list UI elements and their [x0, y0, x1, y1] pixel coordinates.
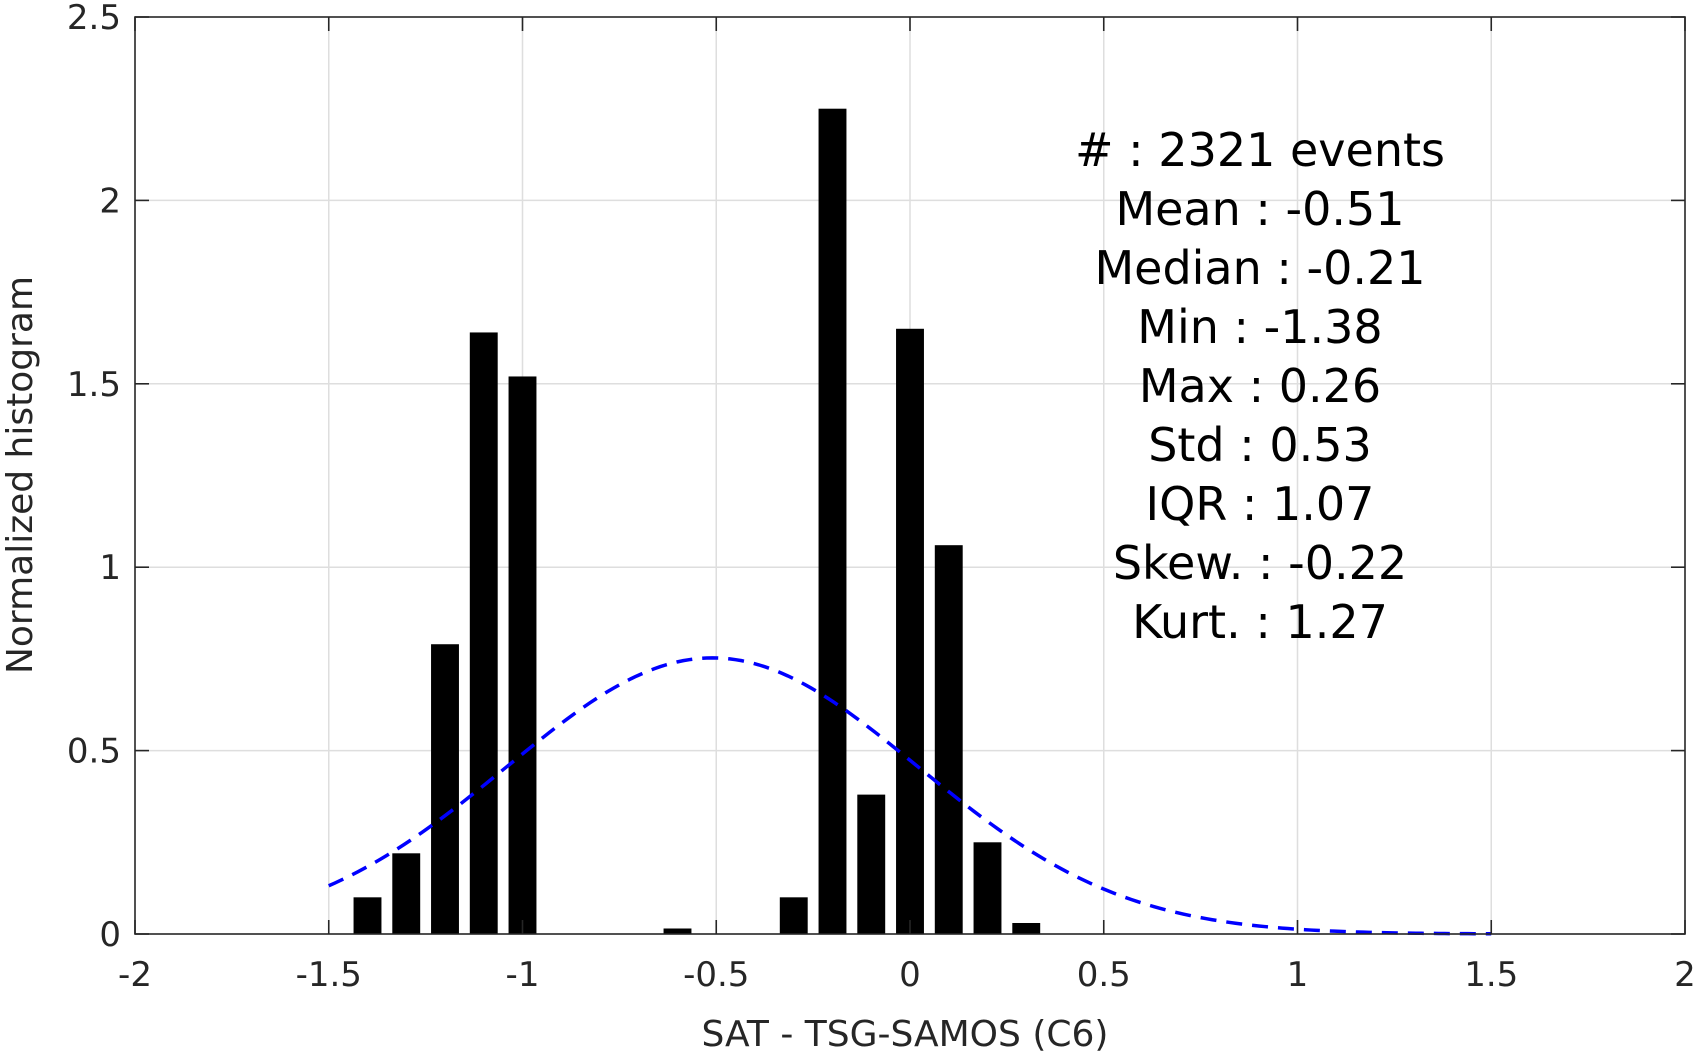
x-tick-label: -2	[118, 955, 152, 995]
stats-line: Kurt. : 1.27	[1132, 595, 1388, 649]
x-tick-labels: -2 -1.5 -1 -0.5 0 0.5 1 1.5 2	[118, 955, 1696, 995]
y-tick-label: 0	[99, 915, 121, 955]
stats-line: IQR : 1.07	[1146, 477, 1375, 531]
x-tick-label: -1	[506, 955, 540, 995]
x-axis-label: SAT - TSG-SAMOS (C6)	[702, 1014, 1109, 1053]
y-tick-label: 2	[99, 181, 121, 221]
histogram-bar	[431, 644, 459, 934]
histogram-bar	[663, 928, 692, 934]
normal-fit-curve	[328, 656, 1492, 936]
x-tick-label: 1	[1287, 955, 1309, 995]
histogram-bar	[508, 376, 537, 934]
stats-line: Mean : -0.51	[1115, 182, 1404, 236]
y-tick-label: 2.5	[67, 0, 121, 38]
histogram-bar	[934, 545, 963, 934]
histogram-bar	[469, 332, 498, 934]
y-tick-label: 1.5	[67, 365, 121, 405]
histogram-bar	[896, 328, 924, 934]
histogram-bar	[973, 842, 1002, 934]
y-tick-label: 0.5	[67, 732, 121, 772]
x-tick-label: -0.5	[683, 955, 749, 995]
x-tick-label: 2	[1674, 955, 1696, 995]
histogram-bar	[392, 853, 421, 934]
stats-line: Median : -0.21	[1094, 241, 1425, 295]
y-axis-label: Normalized histogram	[0, 276, 41, 674]
stats-line: Std : 0.53	[1148, 418, 1372, 472]
x-tick-label: 1.5	[1464, 955, 1518, 995]
histogram-bar	[857, 794, 886, 934]
x-tick-label: 0	[899, 955, 921, 995]
histogram-bars	[353, 108, 1041, 934]
x-tick-label: 0.5	[1077, 955, 1131, 995]
stats-line: Max : 0.26	[1139, 359, 1381, 413]
stats-line: Skew. : -0.22	[1113, 536, 1407, 590]
y-tick-labels: 0 0.5 1 1.5 2 2.5	[67, 0, 121, 955]
stats-line: Min : -1.38	[1137, 300, 1382, 354]
histogram-bar	[1012, 922, 1041, 934]
stats-line: # : 2321 events	[1075, 123, 1445, 177]
histogram-bar	[779, 897, 808, 934]
y-tick-label: 1	[99, 548, 121, 588]
histogram-bar	[818, 108, 847, 934]
x-tick-label: -1.5	[296, 955, 362, 995]
histogram-bar	[353, 897, 382, 934]
axes	[134, 16, 1686, 935]
